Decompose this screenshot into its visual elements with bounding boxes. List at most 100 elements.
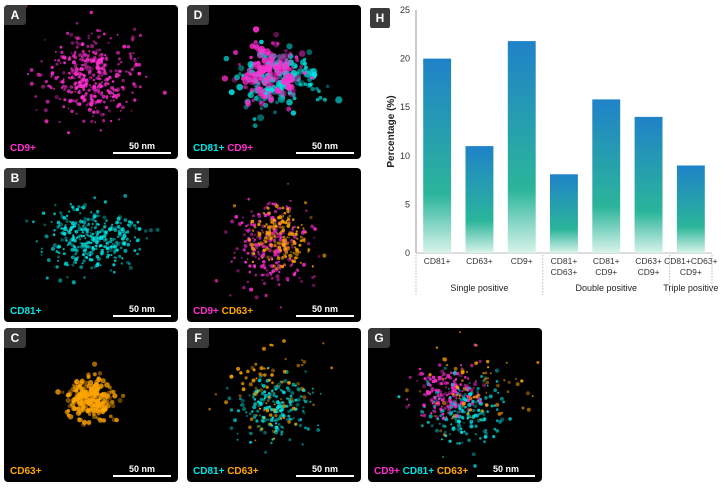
panel-G-image [397, 331, 540, 468]
localization-dot [88, 50, 91, 53]
localization-dot [257, 404, 261, 407]
localization-dot [66, 89, 71, 94]
localization-dot [229, 294, 232, 297]
localization-dot [118, 254, 122, 258]
localization-dot [242, 248, 246, 252]
localization-dot [266, 206, 270, 210]
bar-6 [676, 165, 705, 253]
localization-dot [271, 389, 274, 393]
localization-dot [478, 400, 482, 404]
localization-dot [254, 439, 257, 442]
localization-dot [85, 59, 89, 64]
localization-dot [81, 419, 88, 425]
localization-dot [263, 76, 271, 84]
localization-dot [92, 78, 96, 82]
marker-label: CD63+ [221, 306, 254, 317]
localization-dot [257, 52, 264, 59]
localization-dot [87, 107, 92, 112]
localization-dot [76, 406, 81, 411]
localization-dot [121, 393, 126, 398]
localization-dot [155, 227, 160, 232]
localization-dot [288, 214, 292, 218]
localization-dot [272, 408, 277, 413]
localization-dot [282, 339, 286, 343]
localization-dot [244, 76, 249, 80]
localization-dot [120, 262, 124, 265]
localization-dot [74, 257, 79, 262]
localization-dot [293, 260, 297, 263]
localization-dot [298, 423, 303, 428]
localization-dot [116, 89, 119, 93]
localization-dot [49, 86, 53, 90]
localization-dot [287, 414, 291, 418]
localization-dot [241, 382, 245, 386]
localization-dot [448, 399, 452, 403]
localization-dot [241, 387, 246, 392]
localization-dot [267, 95, 274, 102]
localization-dot [130, 38, 135, 42]
localization-dot [86, 421, 92, 426]
localization-dot [306, 427, 310, 431]
localization-dot [275, 232, 279, 235]
localization-dot [62, 216, 67, 220]
panel-C-image [55, 361, 126, 427]
localization-dot [444, 391, 447, 394]
localization-dot [87, 379, 94, 386]
localization-dot [268, 248, 273, 253]
localization-dot [275, 100, 279, 105]
localization-dot [258, 414, 262, 417]
localization-dot [275, 81, 281, 87]
localization-dot [77, 205, 81, 209]
localization-dot [460, 368, 465, 373]
localization-dot [505, 361, 508, 364]
localization-dot [443, 430, 447, 434]
localization-dot [255, 419, 259, 423]
localization-dot [445, 377, 448, 380]
localization-dot [279, 241, 284, 245]
localization-dot [114, 75, 118, 78]
localization-dot [298, 50, 306, 57]
localization-dot [269, 225, 273, 229]
localization-dot [477, 408, 481, 412]
localization-dot [293, 74, 301, 82]
localization-dot [255, 84, 262, 90]
localization-dot [50, 246, 55, 251]
localization-dot [74, 99, 78, 103]
localization-dot [251, 247, 255, 251]
localization-dot [408, 403, 411, 406]
localization-dot [448, 376, 453, 380]
localization-dot [268, 396, 271, 399]
localization-dot [65, 392, 71, 398]
localization-dot [100, 91, 103, 94]
localization-dot [97, 214, 101, 218]
localization-dot [498, 420, 502, 424]
localization-dot [78, 417, 83, 423]
localization-dot [52, 233, 56, 236]
localization-dot [484, 396, 488, 400]
localization-dot [44, 79, 48, 84]
panel-C-label: C [4, 328, 26, 348]
localization-dot [447, 393, 450, 395]
localization-dot [482, 429, 487, 434]
localization-dot [118, 73, 121, 77]
localization-dot [86, 372, 91, 377]
bar-1 [465, 146, 494, 253]
localization-dot [279, 264, 282, 268]
localization-dot [424, 393, 428, 397]
localization-dot [275, 274, 280, 279]
localization-dot [86, 54, 90, 58]
localization-dot [129, 54, 133, 59]
localization-dot [274, 425, 278, 429]
localization-dot [455, 385, 459, 389]
localization-dot [277, 53, 284, 60]
localization-dot [138, 85, 142, 89]
localization-dot [433, 410, 437, 414]
localization-dot [455, 414, 460, 418]
localization-dot [121, 78, 125, 83]
localization-dot [484, 428, 488, 432]
localization-dot [269, 216, 272, 219]
localization-dot [466, 416, 470, 420]
localization-dot [82, 224, 84, 227]
localization-dot [246, 229, 250, 233]
localization-dot [214, 279, 219, 283]
